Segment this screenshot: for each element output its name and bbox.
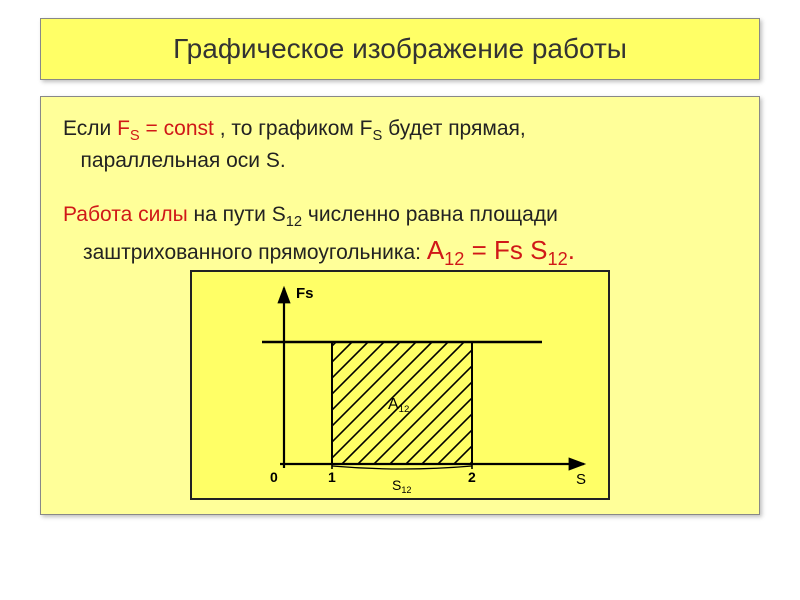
p1-mid-sub: S	[373, 128, 383, 144]
p2-lead: Работа силы	[63, 203, 188, 226]
paragraph-2-line-1: Работа силы на пути S12 численно равна п…	[63, 201, 737, 233]
svg-text:0: 0	[270, 469, 278, 485]
p1-prefix: Если	[63, 117, 117, 140]
slide-title: Графическое изображение работы	[61, 33, 739, 65]
svg-text:S12: S12	[392, 477, 411, 495]
paragraph-1-line-2: параллельная оси S.	[63, 147, 737, 175]
paragraph-1-line-1: Если FS = const , то графиком FS будет п…	[63, 115, 737, 147]
svg-text:Fs: Fs	[296, 285, 314, 302]
svg-text:2: 2	[468, 469, 476, 485]
work-graph-svg: FsS012S12A12	[192, 272, 612, 502]
p2-mid1: на пути S	[188, 203, 286, 226]
p2-plain: заштрихованного прямоугольника:	[83, 241, 427, 264]
slide-title-box: Графическое изображение работы	[40, 18, 760, 80]
p1-mid: , то графиком F	[214, 117, 373, 140]
work-graph: FsS012S12A12	[190, 270, 610, 500]
p2-mid1-sub: 12	[286, 215, 302, 231]
svg-text:S: S	[576, 471, 586, 488]
p1-tail: будет прямая,	[382, 117, 525, 140]
p2-formula-dot: .	[568, 235, 575, 265]
p2-formula: A12 = Fs S12	[427, 235, 568, 265]
p1-eq: FS = const	[117, 117, 214, 140]
p2-mid1-tail: численно равна площади	[302, 203, 558, 226]
content-box: Если FS = const , то графиком FS будет п…	[40, 96, 760, 515]
svg-text:1: 1	[328, 469, 336, 485]
paragraph-2-line-2: заштрихованного прямоугольника: A12 = Fs…	[83, 233, 737, 272]
